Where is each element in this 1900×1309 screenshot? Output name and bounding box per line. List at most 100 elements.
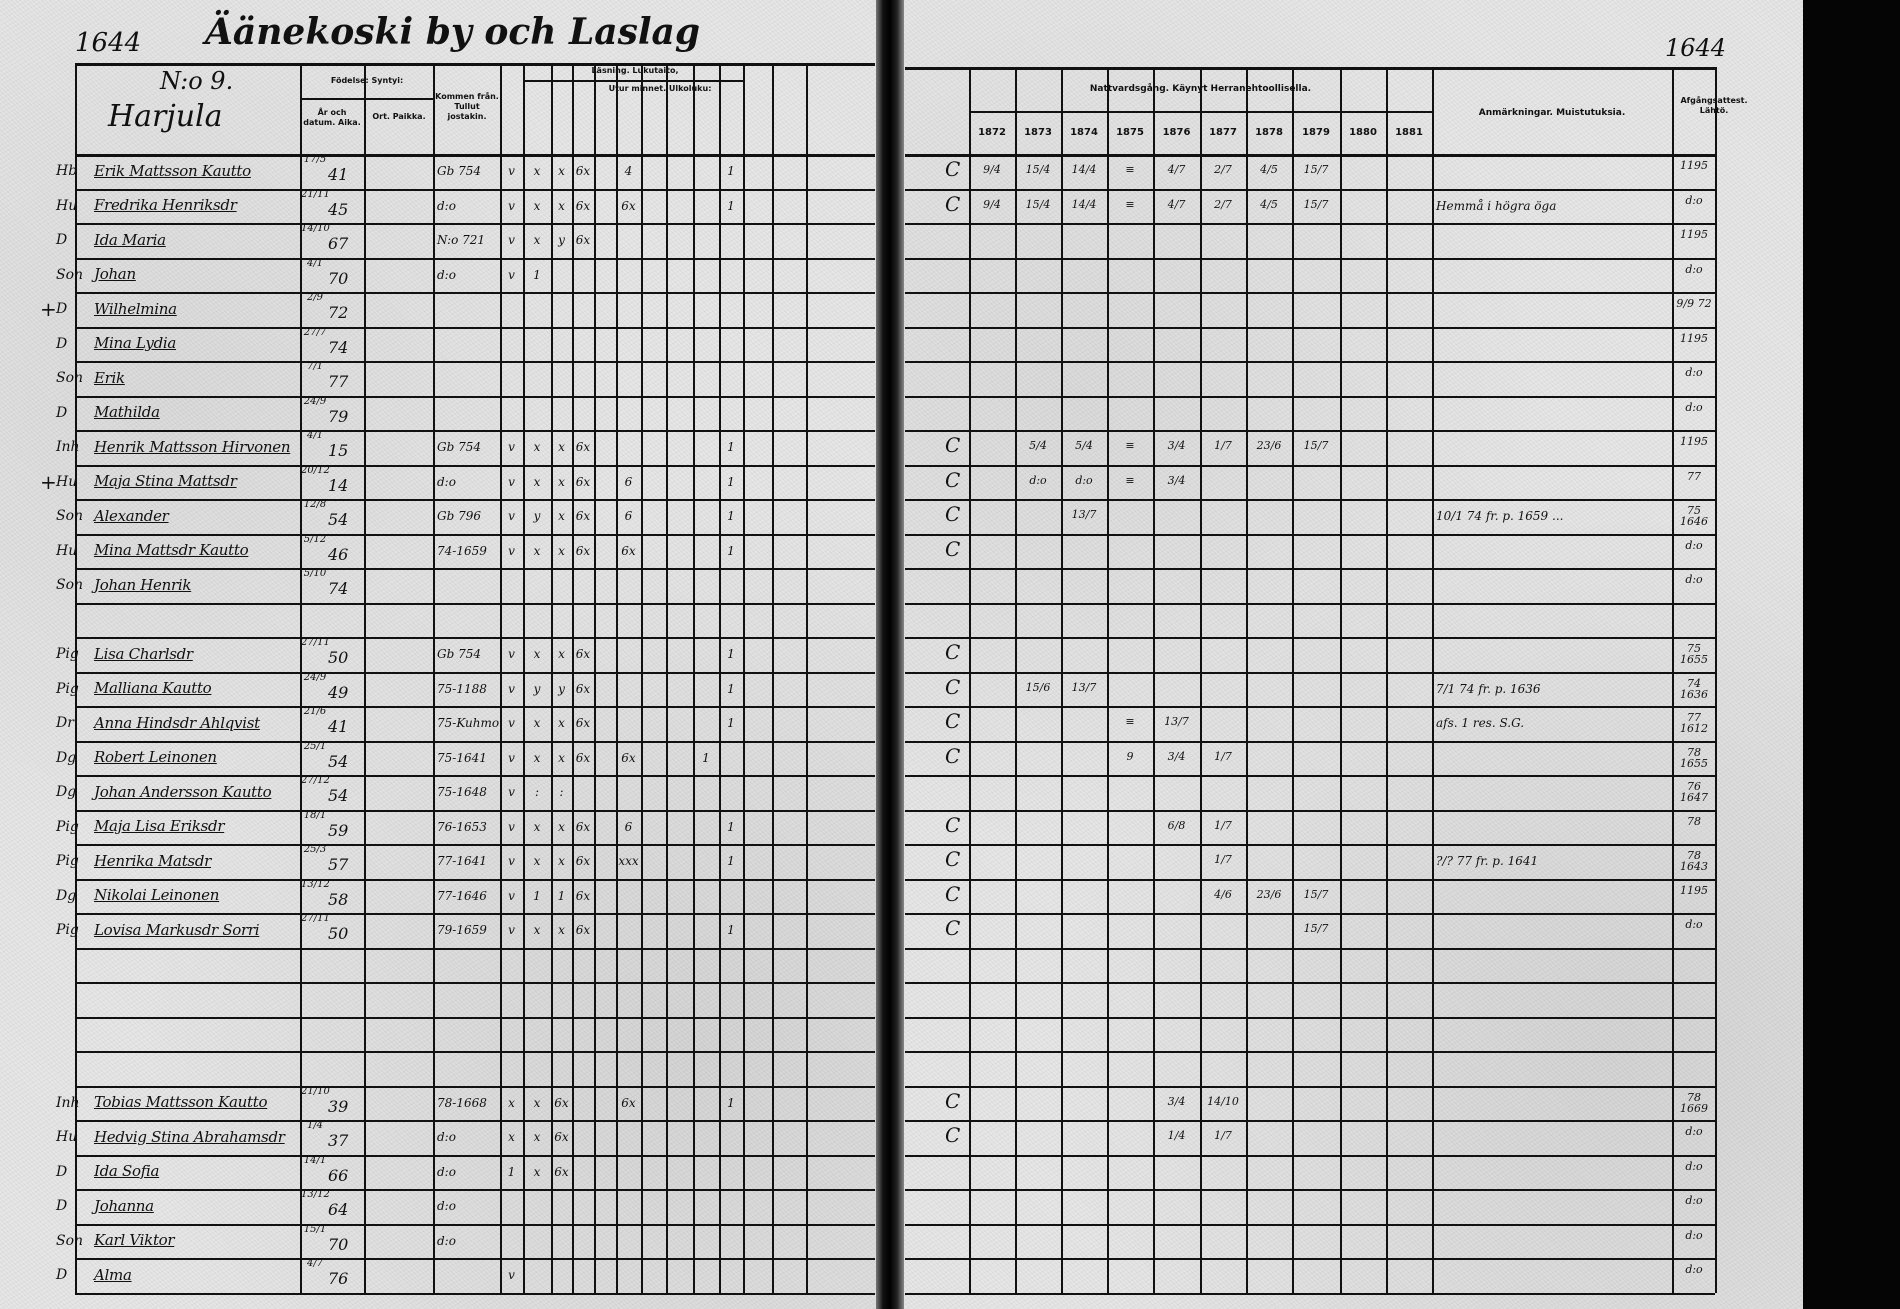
communion-date: 1/7 bbox=[1214, 818, 1232, 832]
row-rule bbox=[905, 1292, 1715, 1295]
birth-day-month: 24/9 bbox=[303, 671, 327, 683]
row-rule bbox=[75, 1223, 875, 1226]
row-rule bbox=[75, 1292, 875, 1295]
moved-from: Gb 754 bbox=[437, 647, 481, 661]
table-row: Pig Malliana Kautto 24/9 49 75-1188 v y y 6x 1 C 15… bbox=[0, 672, 1800, 707]
reading-mark: v bbox=[508, 854, 515, 868]
person-name-cell: Karl Viktor bbox=[94, 1225, 296, 1257]
attest-entry: 78 1643 bbox=[1680, 849, 1708, 873]
confirmation-mark: C bbox=[945, 1123, 961, 1147]
person-name-cell bbox=[94, 983, 296, 1015]
reading-mark: 6x bbox=[575, 888, 591, 903]
remark-note: afs. 1 res. S.G. bbox=[1436, 716, 1525, 730]
role-abbreviation: Hb bbox=[56, 163, 78, 179]
person-name: Mina Lydia bbox=[94, 334, 177, 352]
table-row: Hu Fredrika Henriksdr 21/11 45 d:o v x x 6x 6x 1 C 9… bbox=[0, 189, 1800, 224]
reading-mark: x bbox=[533, 1130, 541, 1144]
communion-date: 14/4 bbox=[1071, 163, 1097, 176]
reading-mark: x bbox=[533, 1164, 541, 1179]
confirmation-mark: C bbox=[945, 916, 961, 940]
person-name: Erik Mattsson Kautto bbox=[94, 161, 251, 180]
row-rule bbox=[905, 982, 1715, 984]
row-rule bbox=[905, 499, 1715, 501]
attest-entry: d:o bbox=[1685, 538, 1703, 552]
communion-date: 3/4 bbox=[1167, 439, 1186, 452]
communion-year-header: 1880 bbox=[1349, 127, 1377, 138]
birth-year: 45 bbox=[328, 199, 349, 219]
row-rule bbox=[905, 809, 1715, 812]
reading-mark: x bbox=[558, 750, 565, 765]
person-name: Johan bbox=[94, 265, 136, 283]
row-rule bbox=[75, 602, 875, 605]
table-row: Hu Mina Mattsdr Kautto 5/12 46 74-1659 v x x 6x 6… bbox=[0, 534, 1800, 569]
row-rule bbox=[905, 1258, 1715, 1260]
moved-from: 74-1659 bbox=[437, 543, 487, 558]
reading-mark: v bbox=[508, 474, 515, 489]
reading-mark: 6 bbox=[624, 819, 633, 834]
attest-entry: d:o bbox=[1685, 262, 1703, 276]
person-name: Ida Maria bbox=[94, 230, 166, 249]
column-rule bbox=[616, 63, 618, 1293]
row-rule bbox=[905, 533, 1715, 536]
communion-date: 2/7 bbox=[1214, 197, 1232, 211]
attest-entry: 9/9 72 bbox=[1676, 297, 1712, 310]
birth-year: 41 bbox=[328, 717, 349, 736]
reading-mark: 1 bbox=[727, 923, 735, 937]
role-abbreviation: Hu bbox=[56, 542, 78, 559]
person-name-cell: Henrik Mattsson Hirvonen bbox=[94, 431, 296, 463]
table-row: Pig Henrika Matsdr 25/3 57 77-1641 v x x 6x xxx 1 C… bbox=[0, 844, 1800, 879]
reading-mark: 6x bbox=[575, 923, 591, 937]
communion-date: 9 bbox=[1126, 749, 1134, 763]
reading-mark: x bbox=[533, 440, 541, 454]
person-name-cell: Mathilda bbox=[94, 397, 296, 429]
row-rule bbox=[75, 1085, 875, 1088]
attest-entry: 74 1636 bbox=[1680, 676, 1708, 701]
birth-year: 14 bbox=[328, 475, 349, 495]
reading-mark: x bbox=[558, 647, 565, 661]
communion-date: 15/4 bbox=[1025, 163, 1051, 176]
reading-mark: v bbox=[508, 543, 515, 558]
birth-year: 15 bbox=[328, 441, 349, 460]
communion-date: 4/7 bbox=[1167, 163, 1186, 176]
row-rule bbox=[75, 568, 875, 570]
person-name-cell: Malliana Kautto bbox=[94, 673, 296, 705]
reading-mark: x bbox=[558, 474, 565, 489]
person-name-cell: Mina Mattsdr Kautto bbox=[94, 535, 296, 567]
moved-from: 79-1659 bbox=[437, 923, 487, 937]
reading-mark: 6x bbox=[575, 716, 591, 730]
reading-mark: 1 bbox=[727, 681, 735, 696]
birth-day-month: 4/7 bbox=[306, 1258, 324, 1269]
attest-entry: 75 1655 bbox=[1680, 642, 1708, 666]
role-abbreviation: D bbox=[56, 404, 68, 421]
communion-date: 15/7 bbox=[1303, 163, 1329, 176]
header-bottom-rule bbox=[75, 154, 875, 157]
row-rule bbox=[75, 913, 875, 915]
row-rule bbox=[905, 1223, 1715, 1226]
role-abbreviation: Son bbox=[56, 577, 84, 593]
reading-mark: v bbox=[508, 267, 515, 282]
table-row bbox=[0, 603, 1800, 638]
table-row: Hu Hedvig Stina Abrahamsdr 1/4 37 d:o x x 6x C 1/… bbox=[0, 1120, 1800, 1155]
row-rule bbox=[905, 361, 1715, 363]
person-name: Alma bbox=[94, 1265, 132, 1284]
confirmation-mark: C bbox=[945, 709, 961, 733]
birth-year: 57 bbox=[328, 855, 349, 874]
role-abbreviation: Dr bbox=[56, 715, 74, 731]
birth-day-month: 12/8 bbox=[303, 499, 327, 510]
column-rule bbox=[1153, 67, 1155, 1293]
birth-year: 37 bbox=[328, 1131, 349, 1150]
person-name-cell: Johan Henrik bbox=[94, 569, 296, 601]
reading-mark: v bbox=[508, 888, 515, 903]
reading-mark: v bbox=[508, 716, 515, 730]
person-name-cell: Erik Mattsson Kautto bbox=[94, 155, 296, 187]
communion-date: ≡ bbox=[1125, 473, 1135, 487]
left-page bbox=[0, 0, 882, 1309]
reading-mark: 6x bbox=[575, 509, 591, 523]
column-rule bbox=[1200, 67, 1202, 1293]
confirmation-mark: C bbox=[945, 640, 961, 664]
birth-day-month: 1/4 bbox=[306, 1120, 324, 1131]
reading-mark: 6x bbox=[575, 440, 591, 454]
person-name: Anna Hindsdr Ahlqvist bbox=[94, 713, 260, 732]
reading-mark: x bbox=[558, 923, 565, 937]
